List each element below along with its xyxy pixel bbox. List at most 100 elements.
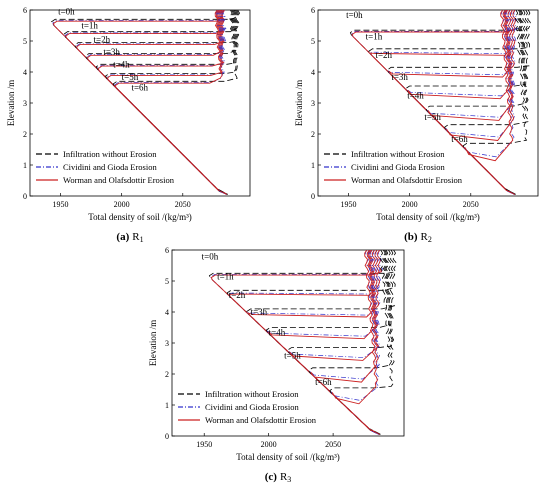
caption-subscript: 1 (140, 235, 144, 244)
y-tick-label: 1 (165, 401, 169, 410)
curve-cividini-gioda (288, 250, 381, 435)
time-label: t=0h (346, 10, 363, 20)
profile-curves (50, 10, 240, 195)
time-label: t=3h (391, 72, 408, 82)
y-tick-label: 0 (23, 192, 27, 201)
caption-subscript: 3 (287, 475, 291, 484)
x-tick-label: 2050 (463, 200, 479, 209)
x-tick-label: 1950 (341, 200, 357, 209)
caption-text: R (280, 471, 288, 483)
legend-label: Infiltration without Erosion (63, 149, 157, 159)
y-tick-label: 6 (311, 6, 315, 15)
time-label: t=5h (122, 72, 139, 82)
y-tick-label: 5 (165, 277, 169, 286)
time-label: t=3h (251, 307, 268, 317)
caption-text: R (132, 231, 140, 243)
legend-label: Worman and Olafsdottir Erosion (63, 175, 175, 185)
time-label: t=0h (202, 251, 219, 261)
y-axis-label: Elevation /m (148, 320, 158, 366)
legend-label: Infiltration without Erosion (351, 149, 445, 159)
profile-curves (349, 10, 531, 195)
figure-caption: (c) R3 (265, 471, 292, 484)
caption-text: R (421, 231, 429, 243)
y-tick-label: 3 (165, 339, 169, 348)
time-label: t=2h (229, 290, 246, 300)
time-label: t=0h (58, 7, 75, 17)
y-axis-label: Elevation /m (6, 80, 16, 126)
time-label: t=5h (424, 112, 441, 122)
time-label: t=4h (113, 59, 130, 69)
y-tick-label: 2 (311, 130, 315, 139)
time-label: t=6h (451, 134, 468, 144)
y-tick-label: 5 (23, 37, 27, 46)
time-label: t=1h (81, 21, 98, 31)
y-tick-label: 5 (311, 37, 315, 46)
y-tick-label: 3 (311, 99, 315, 108)
curve-no-erosion (444, 10, 530, 195)
caption-letter: (a) (116, 231, 129, 243)
x-tick-label: 2050 (325, 440, 341, 449)
x-axis-label: Total density of soil /(kg/m³) (376, 212, 480, 222)
time-label: t=1h (366, 31, 383, 41)
chart-panel-2: 0 1 2 3 4 5 6 1950 2000 2050 Total density of soil… (294, 6, 539, 244)
y-tick-label: 4 (165, 308, 169, 317)
legend-label: Cividini and Gioda Erosion (351, 162, 445, 172)
legend-label: Cividini and Gioda Erosion (205, 402, 299, 412)
curve-cividini-gioda (464, 10, 515, 195)
time-label: t=2h (94, 35, 111, 45)
legend-label: Cividini and Gioda Erosion (63, 162, 157, 172)
y-tick-label: 0 (311, 192, 315, 201)
y-tick-label: 2 (165, 370, 169, 379)
legend-label: Infiltration without Erosion (205, 389, 299, 399)
curve-no-erosion (63, 10, 240, 195)
curve-worman-olafsdottir (289, 250, 380, 435)
x-tick-label: 2000 (402, 200, 418, 209)
y-tick-label: 3 (23, 99, 27, 108)
figure-caption: (b) R2 (404, 231, 432, 244)
y-tick-label: 4 (311, 68, 315, 77)
y-tick-label: 2 (23, 130, 27, 139)
y-tick-label: 6 (165, 246, 169, 255)
x-axis-label: Total density of soil /(kg/m³) (88, 212, 192, 222)
time-label: t=6h (315, 377, 332, 387)
caption-letter: (b) (404, 231, 418, 243)
chart-panel-1: 0 1 2 3 4 5 6 1950 2000 2050 Total density of soil… (6, 6, 251, 244)
curve-no-erosion (308, 250, 395, 435)
x-tick-label: 2000 (261, 440, 277, 449)
x-tick-label: 1950 (53, 200, 69, 209)
y-tick-label: 1 (311, 161, 315, 170)
x-tick-label: 1950 (196, 440, 212, 449)
chart-panel-3: 0 1 2 3 4 5 6 1950 2000 2050 Total density of soil… (148, 246, 405, 484)
curve-no-erosion (287, 250, 395, 435)
legend-label: Worman and Olafsdottir Erosion (205, 415, 317, 425)
curve-worman-olafsdottir (446, 10, 516, 195)
time-label: t=1h (217, 271, 234, 281)
curve-cividini-gioda (445, 10, 516, 195)
legend-label: Worman and Olafsdottir Erosion (351, 175, 463, 185)
curve-no-erosion (329, 250, 394, 435)
y-tick-label: 4 (23, 68, 27, 77)
caption-letter: (c) (265, 471, 278, 483)
curve-cividini-gioda (330, 250, 380, 435)
y-tick-label: 6 (23, 6, 27, 15)
time-label: t=6h (131, 83, 148, 93)
curve-worman-olafsdottir (331, 250, 380, 435)
figure-caption: (a) R1 (116, 231, 143, 244)
x-tick-label: 2000 (114, 200, 130, 209)
time-label: t=4h (269, 327, 286, 337)
y-tick-label: 0 (165, 432, 169, 441)
x-axis-label: Total density of soil /(kg/m³) (236, 452, 340, 462)
profile-curves (208, 250, 397, 435)
time-label: t=5h (284, 351, 301, 361)
time-label: t=4h (407, 90, 424, 100)
caption-subscript: 2 (428, 235, 432, 244)
time-label: t=3h (103, 47, 120, 57)
x-tick-label: 2050 (175, 200, 191, 209)
curve-no-erosion (462, 10, 528, 195)
curve-worman-olafsdottir (464, 10, 516, 195)
time-label: t=2h (375, 50, 392, 60)
curve-worman-olafsdottir (114, 10, 228, 195)
y-axis-label: Elevation /m (294, 80, 304, 126)
y-tick-label: 1 (23, 161, 27, 170)
